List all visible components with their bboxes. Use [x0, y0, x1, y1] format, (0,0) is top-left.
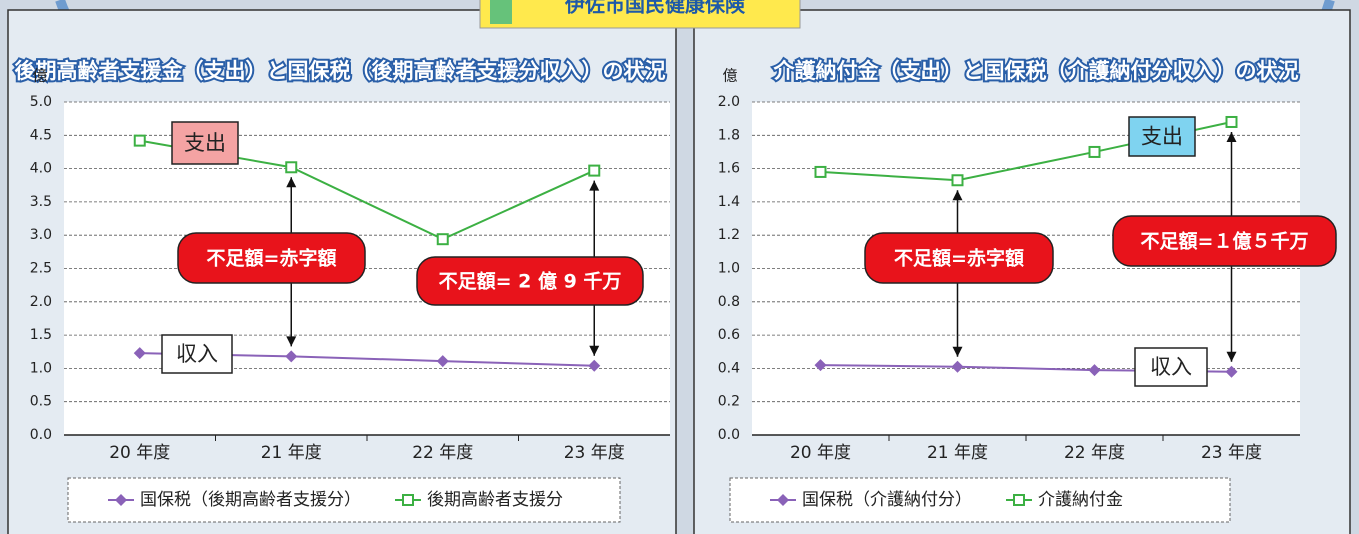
x-tick-label: 22 年度 — [1064, 443, 1125, 463]
legend-label: 国保税（介護納付分） — [802, 490, 972, 510]
y-tick-label: 1.5 — [30, 327, 52, 343]
y-tick-label: 1.8 — [718, 127, 740, 143]
y-tick-label: 5.0 — [30, 94, 52, 110]
chart-page: 後期高齢者支援金（支出）と国保税（後期高齢者支援分収入）の状況億0.00.51.… — [0, 0, 1359, 534]
point — [589, 166, 599, 176]
y-tick-label: 1.6 — [718, 161, 740, 177]
legend-label: 介護納付金 — [1038, 490, 1123, 510]
point — [438, 234, 448, 244]
y-tick-label: 0.0 — [718, 427, 740, 443]
point — [1227, 117, 1237, 127]
y-tick-label: 1.0 — [30, 360, 52, 376]
annotation: 収入 — [1150, 355, 1192, 379]
y-tick-label: 3.5 — [30, 194, 52, 210]
annotation: 収入 — [176, 342, 218, 366]
y-tick-label: 0.0 — [30, 427, 52, 443]
y-tick-label: 0.8 — [718, 294, 740, 310]
banner-tab — [490, 0, 512, 24]
y-tick-label: 2.0 — [30, 294, 52, 310]
y-tick-label: 2.0 — [718, 94, 740, 110]
point — [953, 175, 963, 185]
x-tick-label: 23 年度 — [1201, 443, 1262, 463]
legend-marker — [403, 495, 413, 505]
x-tick-label: 23 年度 — [564, 443, 625, 463]
page: 後期高齢者支援金（支出）と国保税（後期高齢者支援分収入）の状況億0.00.51.… — [0, 0, 1359, 534]
y-tick-label: 1.0 — [718, 261, 740, 277]
legend-marker — [1014, 495, 1024, 505]
chart-title: 後期高齢者支援金（支出）と国保税（後期高齢者支援分収入）の状況 — [15, 59, 666, 83]
y-tick-label: 1.2 — [718, 227, 740, 243]
y-tick-label: 1.4 — [718, 194, 740, 210]
x-tick-label: 22 年度 — [412, 443, 473, 463]
y-tick-label: 3.0 — [30, 227, 52, 243]
y-tick-label: 4.5 — [30, 127, 52, 143]
annotation: 支出 — [184, 131, 226, 155]
y-tick-label: 2.5 — [30, 261, 52, 277]
point — [1090, 147, 1100, 157]
legend-label: 国保税（後期高齢者支援分） — [140, 490, 361, 510]
point — [135, 136, 145, 146]
annotation: 不足額=赤字額 — [207, 247, 337, 270]
chart-title: 介護納付金（支出）と国保税（介護納付分収入）の状況 — [773, 59, 1299, 83]
x-tick-label: 20 年度 — [109, 443, 170, 463]
annotation: 不足額= 2 億 9 千万 — [439, 270, 622, 293]
x-tick-label: 21 年度 — [927, 443, 988, 463]
annotation: 不足額=赤字額 — [894, 247, 1024, 270]
y-unit: 億 — [32, 67, 47, 85]
x-tick-label: 20 年度 — [790, 443, 851, 463]
y-tick-label: 0.6 — [718, 327, 740, 343]
y-tick-label: 4.0 — [30, 161, 52, 177]
point — [816, 167, 826, 177]
y-tick-label: 0.2 — [718, 394, 740, 410]
banner-title: 伊佐市国民健康保険 — [564, 0, 746, 17]
legend-label: 後期高齢者支援分 — [427, 490, 563, 510]
annotation: 不足額=１億５千万 — [1141, 230, 1309, 253]
annotation: 支出 — [1141, 125, 1183, 149]
y-unit: 億 — [722, 67, 737, 85]
point — [286, 162, 296, 172]
y-tick-label: 0.4 — [718, 360, 740, 376]
x-tick-label: 21 年度 — [261, 443, 322, 463]
y-tick-label: 0.5 — [30, 394, 52, 410]
